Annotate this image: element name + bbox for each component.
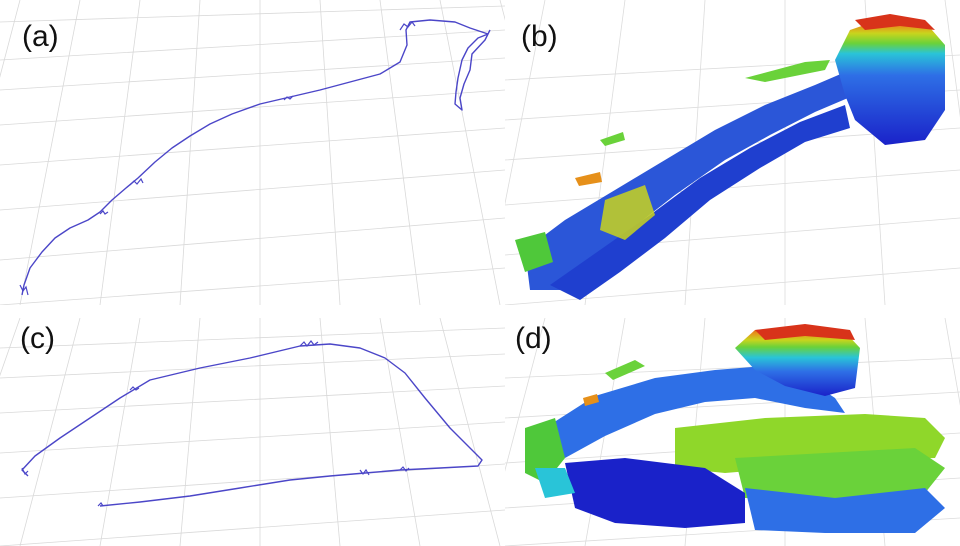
panel-a-trajectory: (a) bbox=[0, 0, 505, 305]
panel-c-label: (c) bbox=[20, 322, 55, 355]
grid-plane bbox=[0, 318, 505, 546]
panel-b-canvas bbox=[505, 0, 960, 305]
panel-a-canvas bbox=[0, 0, 505, 305]
panel-b-occupancy-map: (b) bbox=[505, 0, 960, 305]
trajectory-path bbox=[21, 19, 491, 296]
panel-d-occupancy-map: (d) bbox=[505, 318, 960, 546]
panel-c-canvas bbox=[0, 318, 505, 546]
panel-c-trajectory: (c) bbox=[0, 318, 505, 546]
panel-d-canvas bbox=[505, 318, 960, 546]
voxel-structure bbox=[525, 324, 945, 533]
trajectory-path bbox=[21, 343, 483, 507]
grid-plane bbox=[0, 0, 505, 305]
voxel-corridor bbox=[515, 14, 945, 300]
panel-b-label: (b) bbox=[521, 20, 558, 53]
trajectory-jitter bbox=[19, 21, 416, 296]
panel-a-label: (a) bbox=[22, 20, 59, 53]
trajectory-jitter bbox=[21, 340, 410, 507]
panel-d-label: (d) bbox=[515, 322, 552, 355]
